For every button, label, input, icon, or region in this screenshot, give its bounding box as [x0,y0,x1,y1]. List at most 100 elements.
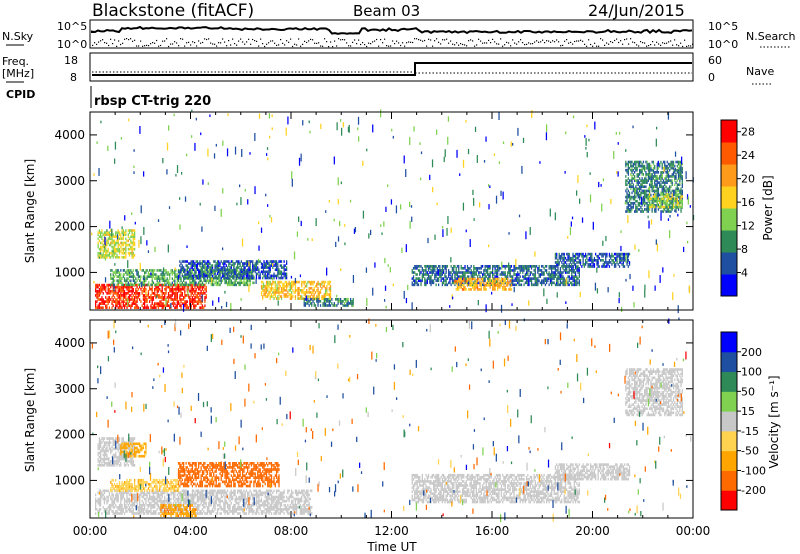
scatter-cell [167,300,170,303]
scatter-cell [631,191,633,195]
scatter-cell [317,287,319,290]
scatter-cell [613,151,615,159]
nsearch-point [178,45,180,47]
scatter-cell [568,269,570,272]
scatter-cell [473,273,475,276]
scatter-cell [272,287,274,290]
scatter-cell [162,273,165,276]
scatter-cell [675,210,677,213]
scatter-cell [244,188,246,192]
scatter-cell [265,280,268,284]
scatter-cell [224,266,226,269]
scatter-cell [238,276,240,280]
scatter-cell [203,260,205,263]
scatter-cell [498,286,500,289]
scatter-cell [585,254,587,258]
scatter-cell [672,201,675,205]
scatter-cell [628,199,631,203]
scatter-cell [101,283,103,287]
scatter-cell [111,306,113,310]
scatter-cell [205,271,207,274]
scatter-cell [573,277,575,280]
scatter-cell [221,268,224,272]
scatter-cell [96,306,98,310]
scatter-cell [567,236,569,239]
scatter-cell [270,293,273,296]
scatter-cell [125,298,127,301]
scatter-cell [513,273,515,276]
scatter-cell [225,260,227,263]
scatter-cell [494,279,496,283]
scatter-cell [152,273,155,276]
scatter-cell [422,269,425,272]
scatter-cell [149,300,151,303]
scatter-cell [461,284,464,287]
scatter-cell [273,272,275,276]
scatter-cell [444,273,446,276]
scatter-cell [183,279,185,283]
scatter-cell [670,179,672,182]
scatter-cell [606,254,608,258]
scatter-cell [661,204,663,207]
scatter-cell [519,283,521,287]
scatter-cell [169,304,171,308]
scatter-cell [576,283,578,287]
scatter-cell [111,296,113,299]
nsearch-point [686,45,688,47]
scatter-cell [441,267,444,270]
scatter-cell [191,264,194,267]
scatter-cell [171,273,173,276]
scatter-cell [422,271,425,274]
scatter-cell [196,283,199,287]
nsearch-point [568,42,570,44]
scatter-cell [184,300,186,303]
scatter-cell [149,273,151,276]
scatter-cell [440,275,442,278]
scatter-cell [435,275,437,278]
scatter-cell [137,273,139,276]
nsearch-point [220,42,222,44]
scatter-cell [190,260,192,263]
nsearch-point [470,39,472,41]
scatter-cell [105,296,107,299]
scatter-cell [176,306,178,310]
scatter-cell [554,265,557,268]
scatter-cell [154,283,156,287]
scatter-cell [162,283,165,287]
scatter-cell [193,273,195,276]
scatter-cell [159,304,161,308]
scatter-cell [128,231,131,234]
scatter-cell [627,210,629,213]
scatter-cell [625,252,627,256]
scatter-cell [618,292,620,298]
scatter-cell [219,270,221,274]
scatter-cell [456,284,459,287]
scatter-cell [122,300,124,303]
scatter-cell [548,277,550,280]
scatter-cell [628,183,631,187]
scatter-cell [679,203,681,207]
nsearch-point [676,44,678,46]
scatter-cell [146,283,148,287]
scatter-cell [240,268,242,272]
scatter-cell [123,283,126,287]
scatter-cell [431,281,433,285]
scatter-cell [470,288,472,291]
scatter-cell [571,256,573,260]
scatter-cell [637,191,639,195]
scatter-cell [660,160,662,164]
scatter-cell [247,260,249,263]
scatter-cell [588,252,590,256]
scatter-cell [270,282,273,286]
scatter-cell [450,283,452,287]
scatter-cell [179,197,181,200]
scatter-cell [112,294,114,297]
scatter-cell [177,276,180,280]
scatter-cell [480,271,482,274]
scatter-cell [238,272,240,276]
nsearch-point [536,40,538,42]
scatter-cell [267,276,269,280]
scatter-cell [660,197,662,201]
scatter-cell [260,270,263,274]
scatter-cell [280,274,283,278]
